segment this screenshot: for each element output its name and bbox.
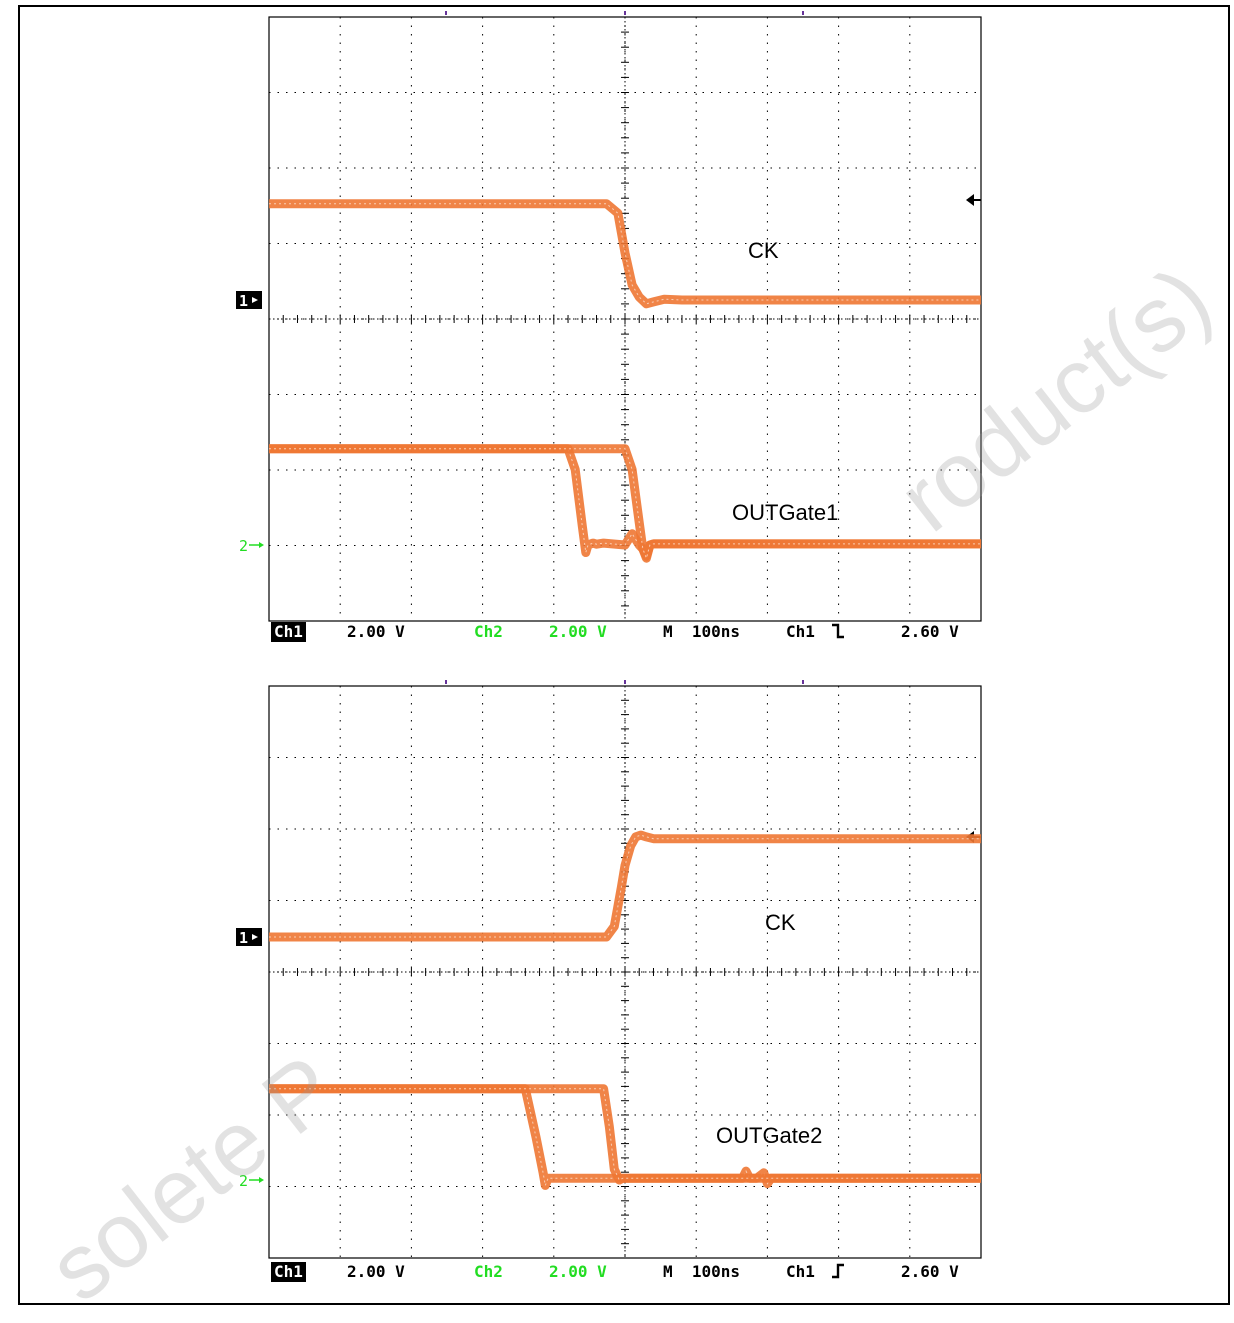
scope-panel-1: 1 2 CK OUTGate1 (236, 11, 982, 622)
trace-label: CK (765, 910, 796, 935)
trace-1-0 (269, 199, 981, 309)
figure-frame (18, 5, 1230, 1305)
ch1-tag: Ch1 (271, 622, 306, 642)
trigger-channel: Ch1 (786, 622, 815, 641)
ch1-tag: Ch1 (271, 1262, 306, 1282)
trace-2-0 (269, 830, 981, 942)
ch1-marker-text: 1 (239, 929, 248, 947)
trigger-level-arrow-icon (966, 194, 974, 206)
scope-status-bar-1: Ch1 2.00 V Ch2 2.00 V M 100ns Ch1 2.60 V (271, 622, 983, 644)
ch2-tag: Ch2 (474, 1262, 503, 1281)
ch2-tag: Ch2 (474, 622, 503, 641)
trigger-falling-icon (831, 622, 845, 645)
scope-panel-2: 1 2 CK OUTGate2 (236, 680, 982, 1259)
ch1-marker-text: 1 (239, 292, 248, 310)
ch1-scale: 2.00 V (347, 622, 405, 641)
trace-texture (269, 1088, 981, 1188)
scope-status-bar-2: Ch1 2.00 V Ch2 2.00 V M 100ns Ch1 2.60 V (271, 1262, 983, 1284)
ch1-ground-marker: 1 (236, 928, 262, 947)
ch2-ground-marker: 2 (239, 537, 264, 555)
trigger-level: 2.60 V (901, 1262, 959, 1281)
trace-1-2 (269, 444, 981, 563)
trace-texture (269, 1088, 981, 1181)
trigger-level: 2.60 V (901, 622, 959, 641)
ch2-scale: 2.00 V (549, 1262, 607, 1281)
ch1-scale: 2.00 V (347, 1262, 405, 1281)
trace-label: OUTGate1 (732, 500, 838, 525)
ch2-marker-text: 2 (239, 1172, 248, 1190)
timebase: M 100ns (663, 622, 741, 641)
ch1-ground-marker: 1 (236, 291, 262, 310)
trace-label: OUTGate2 (716, 1123, 822, 1148)
ch2-scale: 2.00 V (549, 622, 607, 641)
trace-label: CK (748, 238, 779, 263)
trigger-channel: Ch1 (786, 1262, 815, 1281)
timebase: M 100ns (663, 1262, 741, 1281)
ch2-ground-marker: 2 (239, 1172, 264, 1190)
ch2-marker-text: 2 (239, 537, 248, 555)
trigger-rising-icon (831, 1262, 845, 1285)
